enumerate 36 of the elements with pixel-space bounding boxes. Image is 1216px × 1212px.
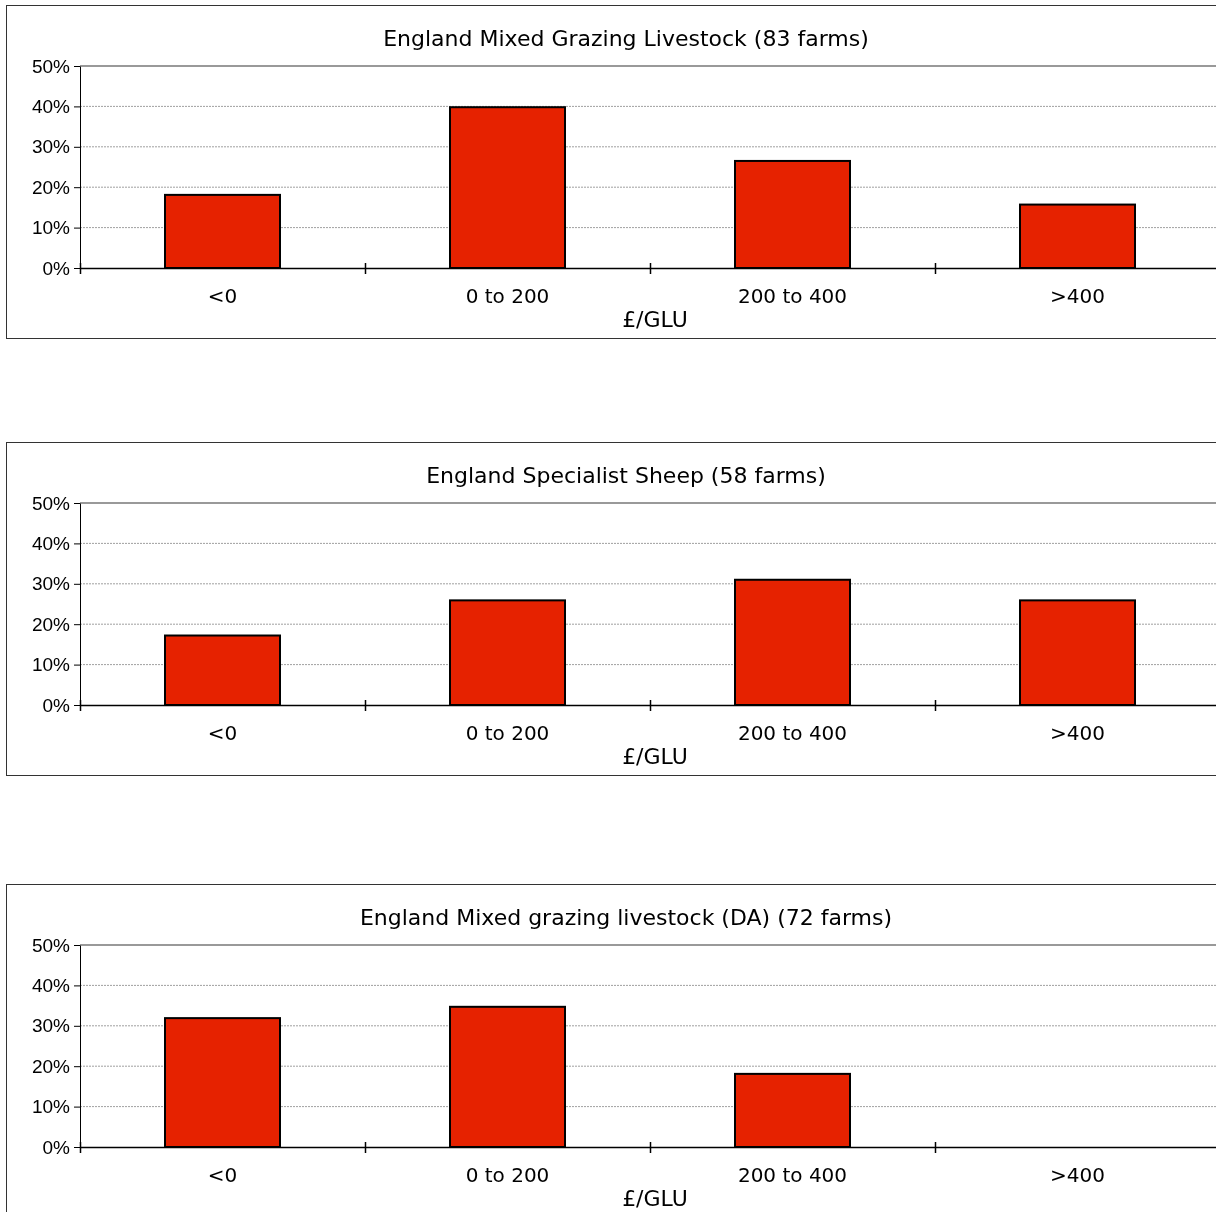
y-tick-label: 40% xyxy=(31,974,71,996)
x-tick-label: 200 to 400 xyxy=(737,284,848,308)
y-tick-label: 0% xyxy=(42,694,71,716)
x-tick-label: <0 xyxy=(207,1163,238,1187)
x-tick-label: >400 xyxy=(1050,284,1105,308)
chart-title: England Mixed grazing livestock (DA) (72 farms) xyxy=(359,905,893,930)
y-tick-label: 20% xyxy=(31,613,71,635)
y-tick-label: 50% xyxy=(31,492,71,514)
y-tick-label: 10% xyxy=(31,1096,71,1118)
chart-title: England Mixed Grazing Livestock (83 farms) xyxy=(383,26,869,51)
y-tick-label: 30% xyxy=(31,1015,71,1037)
x-tick-label: >400 xyxy=(1050,1163,1105,1187)
y-tick-label: 20% xyxy=(31,176,71,198)
y-tick-label: 30% xyxy=(31,573,71,595)
x-tick-label: >400 xyxy=(1050,721,1105,745)
x-tick-label: 0 to 200 xyxy=(465,721,550,745)
x-tick-label: 200 to 400 xyxy=(737,721,848,745)
y-tick-label: 10% xyxy=(31,217,71,239)
x-tick-label: <0 xyxy=(207,721,238,745)
x-tick-label: 0 to 200 xyxy=(465,1163,550,1187)
x-axis-title: £/GLU xyxy=(622,307,688,332)
x-axis-title: £/GLU xyxy=(622,744,688,769)
y-tick-label: 10% xyxy=(31,654,71,676)
x-tick-label: 200 to 400 xyxy=(737,1163,848,1187)
x-tick-label: 0 to 200 xyxy=(465,284,550,308)
y-tick-label: 50% xyxy=(31,934,71,956)
y-tick-label: 40% xyxy=(31,532,71,554)
y-tick-label: 0% xyxy=(42,1136,71,1158)
x-axis-title: £/GLU xyxy=(622,1186,688,1211)
y-tick-label: 20% xyxy=(31,1055,71,1077)
chart-title: England Specialist Sheep (58 farms) xyxy=(426,463,826,488)
y-tick-label: 0% xyxy=(42,257,71,279)
y-tick-label: 30% xyxy=(31,136,71,158)
y-tick-label: 50% xyxy=(31,55,71,77)
x-tick-label: <0 xyxy=(207,284,238,308)
y-tick-label: 40% xyxy=(31,95,71,117)
